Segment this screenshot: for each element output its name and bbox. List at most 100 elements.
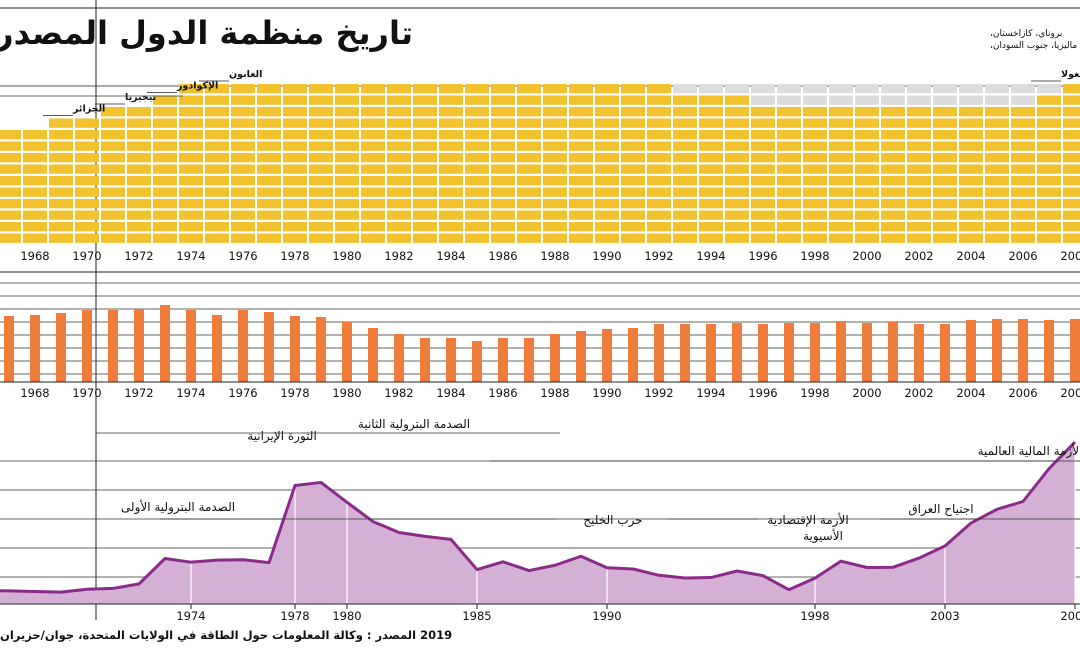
member-cell-1978-2 bbox=[283, 222, 307, 232]
members-tick-1976: 1976 bbox=[228, 249, 257, 263]
member-cell-1979-3 bbox=[309, 210, 333, 220]
member-cell-1994-10 bbox=[699, 130, 723, 140]
member-cell-1986-10 bbox=[491, 130, 515, 140]
member-cell-1985-12 bbox=[465, 107, 489, 117]
member-cell-1976-13 bbox=[231, 95, 255, 105]
member-cell-1970-1 bbox=[75, 233, 99, 243]
production-bar-1975 bbox=[212, 315, 222, 382]
member-cell-1991-6 bbox=[621, 176, 645, 186]
member-cell-1971-2 bbox=[101, 222, 125, 232]
member-cell-2004-4 bbox=[959, 199, 983, 209]
members-tick-1978: 1978 bbox=[280, 249, 309, 263]
member-cell-1991-7 bbox=[621, 164, 645, 174]
member-cell-1985-7 bbox=[465, 164, 489, 174]
member-cell-1989-13 bbox=[569, 95, 593, 105]
member-cell-1977-1 bbox=[257, 233, 281, 243]
member-cell-1978-5 bbox=[283, 187, 307, 197]
member-cell-1990-6 bbox=[595, 176, 619, 186]
production-bar-1990 bbox=[602, 329, 612, 382]
production-bar-1968 bbox=[30, 315, 40, 382]
member-cell-1981-4 bbox=[361, 199, 385, 209]
production-bar-1970 bbox=[82, 310, 92, 382]
member-cell-1989-8 bbox=[569, 153, 593, 163]
member-cell-1967-10 bbox=[0, 130, 21, 140]
member-cell-1975-6 bbox=[205, 176, 229, 186]
member-cell-1982-13 bbox=[387, 95, 411, 105]
member-cell-1980-11 bbox=[335, 118, 359, 128]
member-cell-2008-7 bbox=[1063, 164, 1080, 174]
member-cell-1989-4 bbox=[569, 199, 593, 209]
members-tick-1994: 1994 bbox=[696, 249, 725, 263]
member-cell-2008-8 bbox=[1063, 153, 1080, 163]
member-cell-1982-9 bbox=[387, 141, 411, 151]
member-cell-1982-4 bbox=[387, 199, 411, 209]
suspended-cell-1999-2 bbox=[829, 84, 853, 94]
member-cell-1992-7 bbox=[647, 164, 671, 174]
member-cell-1985-11 bbox=[465, 118, 489, 128]
member-cell-1979-2 bbox=[309, 222, 333, 232]
member-cell-1972-4 bbox=[127, 199, 151, 209]
member-cell-1998-6 bbox=[803, 176, 827, 186]
member-cell-1971-5 bbox=[101, 187, 125, 197]
member-cell-1979-5 bbox=[309, 187, 333, 197]
member-cell-1984-4 bbox=[439, 199, 463, 209]
member-cell-1975-1 bbox=[205, 233, 229, 243]
member-cell-1975-9 bbox=[205, 141, 229, 151]
member-cell-2002-10 bbox=[907, 130, 931, 140]
member-cell-1969-2 bbox=[49, 222, 73, 232]
suspended-cell-2005-1 bbox=[985, 95, 1009, 105]
member-cell-2001-9 bbox=[881, 141, 905, 151]
member-cell-1987-6 bbox=[517, 176, 541, 186]
production-tick-1992: 1992 bbox=[644, 386, 673, 400]
member-cell-1979-9 bbox=[309, 141, 333, 151]
member-cell-1990-1 bbox=[595, 233, 619, 243]
member-cell-2006-11 bbox=[1011, 118, 1035, 128]
member-cell-2005-8 bbox=[985, 153, 1009, 163]
production-tick-1994: 1994 bbox=[696, 386, 725, 400]
member-cell-2002-1 bbox=[907, 233, 931, 243]
member-cell-2008-10 bbox=[1063, 130, 1080, 140]
member-cell-1980-12 bbox=[335, 107, 359, 117]
member-cell-1993-4 bbox=[673, 199, 697, 209]
legend-note-line-1: بروناي، كازاخستان، bbox=[990, 29, 1063, 39]
member-cell-2005-11 bbox=[985, 118, 1009, 128]
member-cell-1971-3 bbox=[101, 210, 125, 220]
member-cell-1983-5 bbox=[413, 187, 437, 197]
production-bar-1995 bbox=[732, 323, 742, 382]
member-cell-1981-10 bbox=[361, 130, 385, 140]
production-bar-1982 bbox=[394, 334, 404, 382]
member-annotation-3: الغابون bbox=[229, 69, 262, 80]
member-cell-2007-7 bbox=[1037, 164, 1061, 174]
production-bar-1994 bbox=[706, 324, 716, 382]
member-cell-1977-9 bbox=[257, 141, 281, 151]
member-cell-1972-12 bbox=[127, 107, 151, 117]
member-cell-1991-3 bbox=[621, 210, 645, 220]
member-cell-1981-6 bbox=[361, 176, 385, 186]
member-cell-1982-5 bbox=[387, 187, 411, 197]
member-cell-1997-10 bbox=[777, 130, 801, 140]
member-cell-1993-11 bbox=[673, 118, 697, 128]
member-cell-1976-7 bbox=[231, 164, 255, 174]
member-cell-1982-14 bbox=[387, 84, 411, 94]
member-cell-1973-8 bbox=[153, 153, 177, 163]
member-cell-2007-13 bbox=[1037, 95, 1061, 105]
member-cell-2002-4 bbox=[907, 199, 931, 209]
members-tick-1986: 1986 bbox=[488, 249, 517, 263]
member-cell-1992-3 bbox=[647, 210, 671, 220]
member-cell-1970-5 bbox=[75, 187, 99, 197]
member-cell-1999-5 bbox=[829, 187, 853, 197]
member-cell-1988-10 bbox=[543, 130, 567, 140]
production-tick-2006: 2006 bbox=[1008, 386, 1037, 400]
member-cell-1986-12 bbox=[491, 107, 515, 117]
member-cell-1980-2 bbox=[335, 222, 359, 232]
member-cell-1977-12 bbox=[257, 107, 281, 117]
member-cell-1984-14 bbox=[439, 84, 463, 94]
member-cell-2001-10 bbox=[881, 130, 905, 140]
member-cell-1997-6 bbox=[777, 176, 801, 186]
member-cell-1996-10 bbox=[751, 130, 775, 140]
production-bar-1987 bbox=[524, 338, 534, 382]
production-bar-1971 bbox=[108, 310, 118, 382]
members-tick-2002: 2002 bbox=[904, 249, 933, 263]
member-cell-2002-11 bbox=[907, 118, 931, 128]
